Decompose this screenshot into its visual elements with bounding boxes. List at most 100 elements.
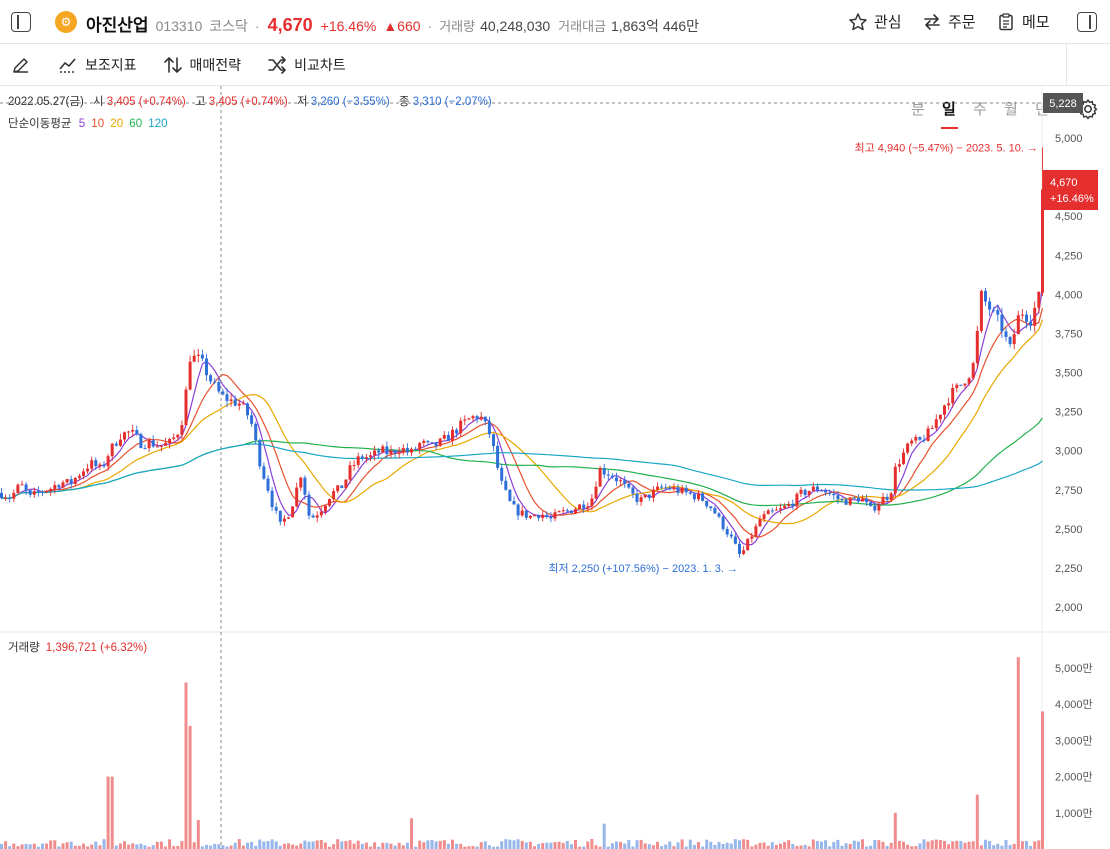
volume-bar <box>451 839 454 849</box>
high-annotation: 최고 4,940 (−5.47%) − 2023. 5. 10. → <box>854 141 1038 154</box>
volume-bar <box>688 839 692 849</box>
left-panel-toggle-icon[interactable] <box>11 12 31 32</box>
candle-body <box>807 490 811 495</box>
candle-body <box>651 489 655 498</box>
volume-bar <box>602 823 606 849</box>
candle-body <box>660 486 664 488</box>
strategy-button[interactable]: 매매전략 <box>163 55 241 75</box>
volume-bar <box>168 839 172 849</box>
candle-body <box>992 309 996 311</box>
volume-bar <box>676 842 680 849</box>
volume-bar <box>947 844 951 849</box>
candle-body <box>32 491 36 495</box>
price-chart[interactable]: 5,0004,7504,5004,2504,0003,7503,5003,250… <box>0 86 1110 849</box>
volume-bar <box>967 841 971 849</box>
candle-body <box>930 428 934 430</box>
current-price: 4,670 <box>267 15 313 35</box>
candle-body <box>824 490 828 493</box>
candle-body <box>463 419 467 421</box>
ma-120: 120 <box>148 118 168 130</box>
volume-bar <box>582 846 586 849</box>
candle-body <box>41 491 44 493</box>
candle-body <box>164 442 167 446</box>
right-panel-toggle-icon[interactable] <box>1077 12 1097 32</box>
volume-bar <box>90 844 94 849</box>
market-label: 코스닥 <box>209 18 248 34</box>
volume-bar <box>680 839 684 849</box>
volume-bar <box>303 840 307 849</box>
candle-body <box>975 330 979 364</box>
swap-arrows-icon <box>924 13 940 30</box>
volume-bar <box>315 840 319 849</box>
volume-bar <box>274 841 278 849</box>
volume-bar <box>110 776 114 849</box>
volume-bar <box>360 843 364 849</box>
volume-bar <box>869 845 873 849</box>
candle-body <box>28 490 32 495</box>
volume-bar <box>512 840 516 849</box>
candle-body <box>159 445 163 447</box>
volume-bar <box>590 839 594 849</box>
candle-body <box>389 450 393 455</box>
candle-body <box>676 487 680 494</box>
volume-bar <box>516 839 520 849</box>
memo-button[interactable]: 메모 <box>996 11 1050 32</box>
candle-body <box>885 496 889 500</box>
volume-bar <box>455 843 459 849</box>
candle-body <box>926 428 930 441</box>
volume-bar <box>820 841 823 849</box>
candle-body <box>787 503 791 506</box>
candle-body <box>971 363 975 379</box>
candle-body <box>410 448 413 453</box>
candle-body <box>639 497 643 502</box>
change-percent: +16.46% <box>320 18 377 34</box>
period-tab-minute[interactable]: 분 <box>911 101 925 118</box>
candle-body <box>848 497 852 505</box>
volume-bar <box>668 841 672 849</box>
candle-body <box>373 450 377 456</box>
volume-bar <box>738 840 741 849</box>
volume-tick-label: 1,000만 <box>1055 807 1093 820</box>
candle-body <box>438 438 442 446</box>
candle-body <box>102 464 106 467</box>
candle-body <box>647 494 651 498</box>
volume-bar <box>779 843 782 849</box>
volume-bar <box>709 841 713 849</box>
candle-body <box>979 290 983 331</box>
current-price-label: 4,670 <box>1050 177 1078 189</box>
candle-body <box>225 394 229 401</box>
candle-body <box>873 505 877 511</box>
volume-bar <box>135 844 139 849</box>
candle-body <box>61 482 65 488</box>
volume-bar <box>627 840 631 849</box>
volume-bar <box>217 844 221 849</box>
y-tick-label: 3,000 <box>1055 446 1083 458</box>
period-tab-month[interactable]: 월 <box>1004 101 1018 118</box>
volume-bar <box>307 841 311 849</box>
compare-button[interactable]: 비교차트 <box>267 55 346 75</box>
indicators-button[interactable]: 보조지표 <box>58 55 137 75</box>
volume-bar <box>824 840 828 849</box>
stock-name: 아진산업 <box>86 16 149 35</box>
info-high: 3,405 (+0.74%) <box>208 96 288 108</box>
star-icon <box>849 12 867 30</box>
candle-body <box>241 403 245 405</box>
volume-bar <box>705 839 709 849</box>
volume-bar <box>422 842 426 849</box>
volume-bar <box>910 846 914 849</box>
volume-bar <box>984 839 987 849</box>
pencil-icon[interactable] <box>11 55 31 75</box>
volume-bar <box>574 840 577 849</box>
candle-body <box>246 403 249 416</box>
candle-body <box>377 450 381 453</box>
watch-button[interactable]: 관심 <box>848 11 902 32</box>
candle-body <box>520 510 524 516</box>
volume-bar <box>758 842 762 849</box>
candle-body <box>98 464 102 467</box>
candle-body <box>701 493 705 501</box>
order-button[interactable]: 주문 <box>922 11 976 32</box>
ma-line-5 <box>1 287 1044 546</box>
period-tab-day[interactable]: 일 <box>942 101 956 118</box>
candle-body <box>524 510 528 518</box>
period-tab-week[interactable]: 주 <box>973 101 987 118</box>
